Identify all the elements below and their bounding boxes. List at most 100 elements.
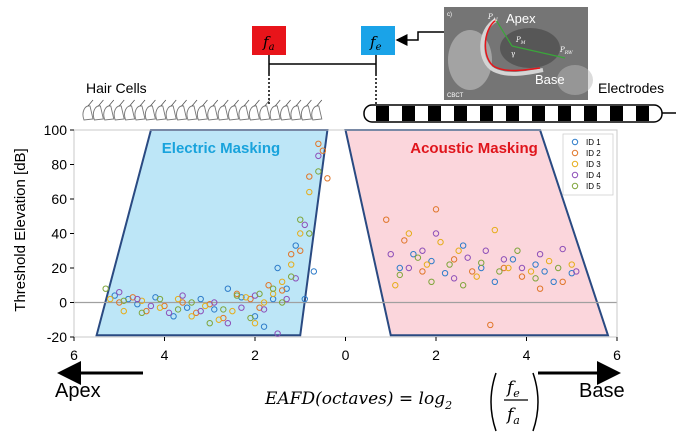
formula-left-paren	[490, 372, 497, 432]
hair-cell	[113, 99, 125, 121]
apex-arrow-label: Apex	[55, 380, 101, 402]
data-point	[464, 254, 471, 261]
data-point	[383, 216, 390, 223]
electrode-contact	[480, 106, 493, 121]
data-point	[532, 261, 539, 268]
data-point	[111, 292, 118, 299]
hair-cell	[144, 99, 156, 121]
data-point	[396, 271, 403, 279]
data-point	[401, 237, 408, 244]
electrodes-label: Electrodes	[598, 80, 664, 96]
legend-entry: ID 3	[586, 160, 601, 169]
data-point	[455, 247, 462, 254]
ct-angle-label: γ	[511, 50, 515, 58]
formula-denominator: fa	[505, 405, 520, 427]
data-point	[568, 261, 575, 268]
ct-inset: c) PAI PM PRW γ Apex Base CBCT	[444, 7, 593, 100]
electrode-contact	[558, 106, 571, 121]
fa-box-label: fa	[262, 33, 275, 53]
base-arrow-label: Base	[579, 380, 625, 402]
data-point	[107, 295, 114, 303]
data-point	[573, 268, 580, 275]
electrode-contact	[532, 106, 545, 121]
data-point	[541, 268, 548, 275]
data-point	[269, 285, 277, 292]
data-point	[473, 273, 480, 280]
data-point	[405, 264, 413, 272]
data-point	[392, 282, 399, 289]
data-point	[396, 264, 403, 272]
y-tick-label: 0	[59, 295, 67, 311]
data-point	[274, 330, 281, 337]
ct-pm-line	[511, 45, 566, 59]
data-point	[247, 314, 254, 322]
electrode-contact	[506, 106, 519, 121]
hair-cell	[82, 99, 94, 121]
data-point	[256, 290, 263, 298]
hair-cell	[186, 99, 198, 121]
legend-marker	[571, 149, 579, 157]
hair-cell	[155, 99, 167, 121]
data-point	[278, 299, 286, 306]
electrode-array	[363, 104, 676, 123]
data-point	[170, 313, 177, 320]
electrode-contact	[376, 106, 389, 121]
data-point	[120, 297, 127, 304]
y-tick-label: 80	[51, 157, 67, 173]
data-point	[292, 242, 299, 249]
legend-entry: ID 2	[586, 149, 601, 158]
data-point	[487, 321, 494, 329]
electrode-contact	[584, 106, 597, 121]
data-point	[211, 306, 218, 313]
data-point	[233, 292, 241, 299]
ct-electrode-highlight	[484, 19, 541, 72]
electrode-contact	[454, 106, 467, 121]
data-point	[459, 282, 467, 289]
y-tick-label: 40	[51, 226, 67, 242]
data-point	[134, 295, 141, 303]
data-point	[238, 304, 245, 311]
hair-cell	[311, 99, 323, 121]
ct-prw-label: PRW	[559, 46, 573, 56]
ct-light-region	[557, 65, 593, 95]
data-point	[432, 206, 440, 213]
data-point	[478, 259, 485, 267]
formula-right-paren	[532, 372, 539, 432]
data-point	[518, 264, 526, 272]
y-tick-label: -20	[47, 329, 67, 345]
x-tick-label: 6	[613, 347, 621, 363]
data-point	[324, 175, 331, 182]
data-point	[211, 299, 218, 306]
electrode-contact	[636, 106, 649, 121]
data-point	[260, 299, 268, 306]
data-points	[102, 140, 580, 337]
data-point	[419, 247, 426, 254]
data-point	[554, 264, 562, 272]
data-point	[387, 251, 394, 258]
fa-box	[252, 26, 286, 55]
ct-to-fe-arrow	[395, 31, 444, 46]
hair-cell	[134, 99, 146, 121]
y-axis-ticks: -20 0 20 40 60 80 100	[44, 122, 74, 345]
formula-log-base: 2	[444, 399, 452, 412]
data-point	[116, 288, 123, 296]
data-point	[310, 268, 318, 275]
electric-masking-label: Electric Masking	[162, 140, 280, 157]
data-point	[265, 282, 272, 289]
data-point	[220, 306, 227, 313]
fe-letter: f	[369, 33, 378, 51]
hair-cell	[248, 99, 260, 121]
data-point	[446, 261, 453, 268]
ct-pa-line	[495, 19, 513, 47]
data-point	[405, 230, 413, 237]
data-point	[156, 304, 164, 311]
data-point	[518, 273, 526, 280]
data-point	[297, 230, 304, 237]
data-point	[437, 238, 444, 246]
ct-dark-region	[500, 28, 560, 68]
hair-cell	[280, 99, 292, 121]
x-tick-label: 2	[251, 347, 259, 363]
data-point	[283, 295, 290, 303]
x-tick-label: 4	[161, 347, 169, 363]
